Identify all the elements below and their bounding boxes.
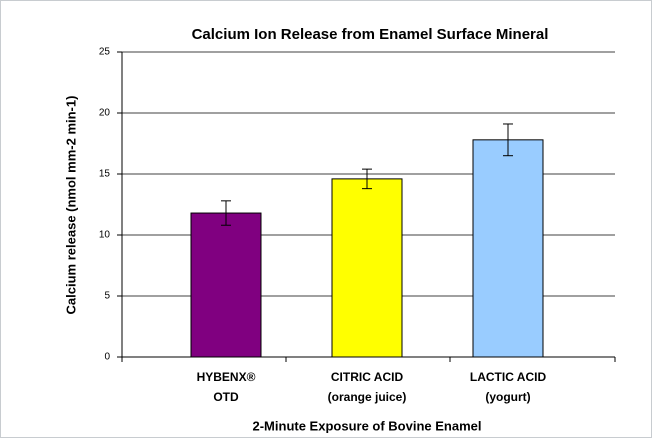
x-tick-label: OTD <box>213 390 239 404</box>
x-tick-label: CITRIC ACID <box>331 370 404 384</box>
x-tick-label: LACTIC ACID <box>470 370 547 384</box>
y-axis-label: Calcium release (nmol mm-2 min-1) <box>63 96 78 315</box>
x-tick-label: HYBENX® <box>197 370 256 384</box>
bar <box>472 139 544 358</box>
y-tick-label: 5 <box>104 291 110 302</box>
bar <box>190 212 262 358</box>
x-axis-label: 2-Minute Exposure of Bovine Enamel <box>253 418 482 433</box>
y-tick-label: 20 <box>99 108 111 119</box>
y-tick-label: 10 <box>99 230 111 241</box>
y-tick-label: 15 <box>99 169 111 180</box>
bar <box>331 178 403 358</box>
x-tick-label: (orange juice) <box>328 390 407 404</box>
x-tick-label: (yogurt) <box>485 390 530 404</box>
y-tick-label: 25 <box>99 47 111 58</box>
chart-title: Calcium Ion Release from Enamel Surface … <box>192 26 549 43</box>
y-tick-label: 0 <box>104 352 110 363</box>
